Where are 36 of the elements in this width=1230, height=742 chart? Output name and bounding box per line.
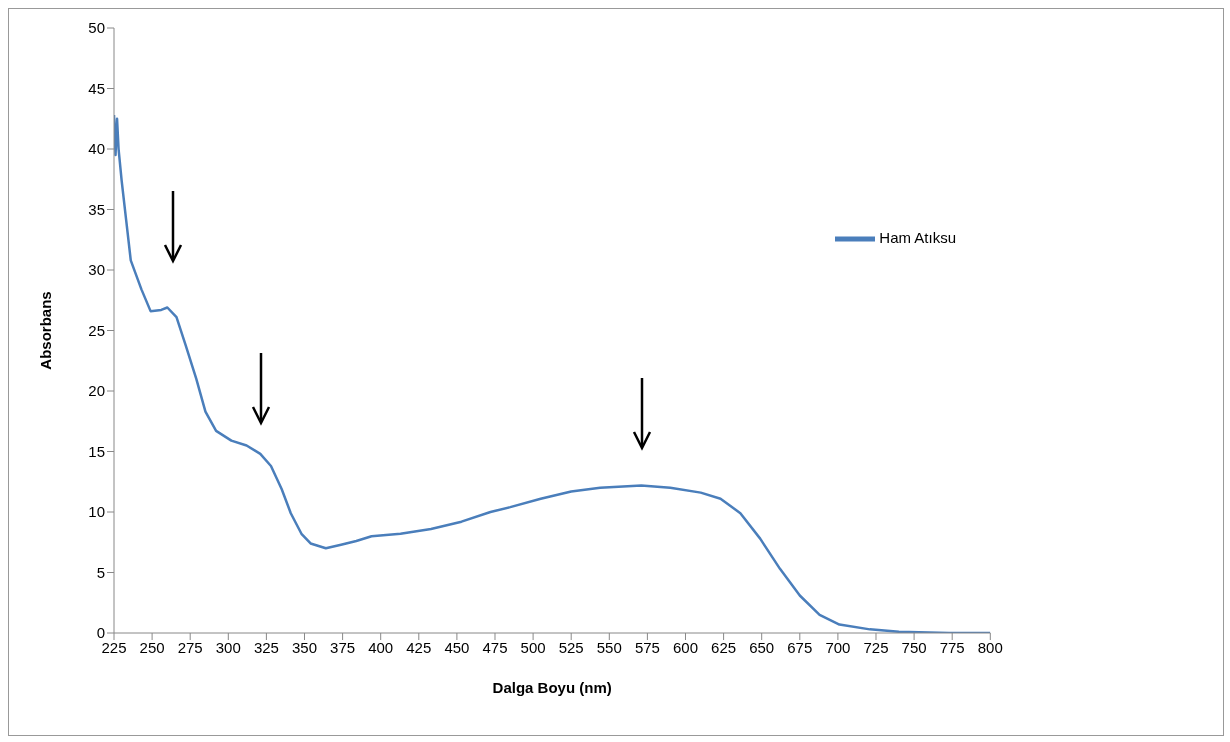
y-tick-label: 50 xyxy=(88,19,105,37)
x-tick-label: 500 xyxy=(520,638,546,656)
x-tick-label: 550 xyxy=(596,638,622,656)
x-tick-label: 350 xyxy=(291,638,318,656)
y-tick-label: 30 xyxy=(88,261,105,279)
x-tick-label: 400 xyxy=(368,638,394,656)
x-tick-label: 650 xyxy=(749,638,775,656)
legend-label: Ham Atıksu xyxy=(879,229,956,247)
x-tick-label: 450 xyxy=(444,638,470,656)
y-tick-label: 35 xyxy=(88,200,105,218)
x-tick-label: 800 xyxy=(977,638,1003,656)
y-tick-label: 20 xyxy=(88,382,105,400)
x-tick-label: 300 xyxy=(215,638,241,656)
x-tick-label: 725 xyxy=(863,638,889,656)
x-tick-label: 700 xyxy=(825,638,851,656)
x-tick-label: 325 xyxy=(253,638,279,656)
x-tick-label: 250 xyxy=(139,638,165,656)
y-tick-label: 25 xyxy=(88,321,105,339)
x-tick-label: 475 xyxy=(482,638,508,656)
x-tick-label: 600 xyxy=(672,638,699,656)
x-tick-label: 275 xyxy=(177,638,203,656)
y-tick-label: 15 xyxy=(88,442,105,460)
y-tick-label: 45 xyxy=(88,79,105,97)
x-tick-label: 575 xyxy=(634,638,660,656)
y-tick-label: 10 xyxy=(88,503,105,521)
x-tick-label: 425 xyxy=(406,638,432,656)
x-axis-title: Dalga Boyu (nm) xyxy=(492,679,612,696)
x-tick-label: 775 xyxy=(939,638,965,656)
y-tick-label: 5 xyxy=(96,563,105,581)
x-tick-label: 625 xyxy=(711,638,737,656)
y-axis-title: Absorbans xyxy=(37,291,55,370)
x-tick-label: 750 xyxy=(901,638,927,656)
x-tick-label: 675 xyxy=(787,638,813,656)
x-tick-label: 375 xyxy=(330,638,356,656)
x-tick-label: 525 xyxy=(558,638,584,656)
y-tick-label: 40 xyxy=(88,140,105,158)
